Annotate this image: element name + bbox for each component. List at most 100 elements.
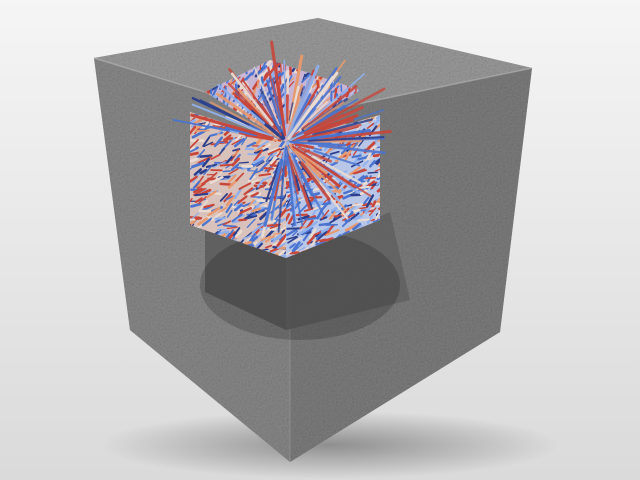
field-arrow — [230, 163, 240, 172]
field-arrow — [318, 222, 331, 227]
field-arrow — [303, 216, 319, 221]
field-arrow — [310, 237, 318, 247]
field-arrow — [223, 224, 237, 228]
field-arrow — [252, 155, 266, 165]
field-radial-arrow — [285, 94, 289, 124]
field-arrow — [246, 218, 256, 228]
field-arrow — [190, 125, 197, 136]
field-radial-arrow — [227, 82, 269, 125]
field-arrow — [194, 192, 209, 197]
field-radial-arrow — [288, 149, 304, 186]
field-arrow — [190, 165, 195, 173]
field-arrow — [351, 154, 362, 159]
field-arrow — [190, 202, 202, 208]
field-radial-arrow — [287, 75, 335, 140]
field-arrow — [210, 153, 221, 160]
field-arrow — [315, 232, 322, 240]
field-radial-arrow — [313, 150, 361, 167]
field-arrow — [287, 236, 298, 244]
field-arrow — [309, 81, 315, 93]
field-arrow — [374, 201, 380, 206]
field-arrow — [228, 168, 239, 175]
field-radial-arrow — [270, 78, 285, 132]
field-radial-arrow — [306, 98, 359, 131]
field-arrow — [227, 174, 237, 184]
field-arrow — [372, 217, 380, 223]
field-arrow — [192, 180, 201, 189]
field-arrow — [194, 197, 203, 203]
field-arrow — [190, 119, 196, 128]
field-arrow — [259, 211, 268, 221]
field-radial-arrow — [295, 100, 329, 133]
field-arrow — [286, 251, 292, 257]
field-arrow — [243, 187, 254, 196]
field-arrow — [349, 166, 361, 176]
field-arrow — [251, 179, 260, 184]
field-arrow — [344, 222, 360, 232]
field-arrow — [238, 218, 248, 222]
field-arrow — [238, 182, 252, 190]
field-radial-arrows — [172, 40, 392, 238]
field-radial-arrow — [265, 161, 281, 203]
field-arrow — [219, 193, 229, 202]
field-arrow — [316, 79, 320, 89]
field-arrow — [242, 234, 253, 240]
field-arrow — [341, 218, 352, 228]
field-arrow — [219, 182, 234, 187]
field-arrow — [273, 232, 282, 235]
field-radial-arrow — [288, 155, 299, 195]
field-arrow — [233, 203, 243, 212]
field-arrow — [251, 223, 264, 234]
field-arrow — [191, 212, 200, 220]
field-arrow — [225, 194, 236, 207]
field-arrow — [279, 205, 286, 218]
field-arrow — [239, 207, 252, 214]
field-arrow — [286, 201, 293, 212]
field-arrow — [234, 153, 241, 162]
field-radial-arrow — [301, 84, 358, 131]
field-arrow — [313, 205, 323, 211]
field-arrow — [278, 138, 286, 149]
field-arrow — [329, 150, 340, 155]
field-arrow — [233, 199, 240, 206]
field-radial-arrow — [283, 59, 287, 129]
field-arrow — [256, 178, 265, 188]
field-radial-arrow — [290, 141, 347, 147]
field-radial-arrow — [305, 163, 340, 201]
field-arrow — [363, 196, 370, 205]
field-radial-arrow — [190, 113, 274, 140]
field-arrow — [372, 153, 380, 158]
field-arrow — [235, 229, 243, 238]
field-arrow — [298, 227, 309, 236]
field-radial-arrow — [311, 155, 362, 184]
field-arrow — [376, 156, 380, 166]
field-arrow — [276, 234, 286, 247]
field-arrow — [377, 168, 380, 179]
field-arrow — [257, 207, 267, 214]
field-radial-arrow — [305, 161, 322, 179]
field-arrow — [207, 206, 221, 217]
field-arrow — [293, 237, 303, 243]
field-arrow — [231, 213, 243, 223]
field-arrow — [262, 175, 273, 181]
field-arrow — [367, 214, 374, 225]
field-radial-arrow — [275, 80, 287, 137]
field-radial-arrow — [216, 92, 274, 135]
field-radial-arrow — [317, 144, 386, 155]
field-arrow — [246, 142, 257, 148]
field-arrow — [328, 211, 336, 220]
field-arrow — [286, 201, 289, 210]
field-arrow — [299, 219, 307, 230]
field-arrow — [251, 207, 261, 213]
field-arrow — [198, 200, 209, 211]
field-arrow — [374, 167, 380, 172]
field-arrow — [270, 153, 284, 157]
field-arrow — [235, 172, 245, 182]
field-radial-arrow — [303, 106, 364, 135]
field-arrow — [222, 220, 232, 226]
field-arrow — [259, 160, 271, 172]
field-arrow — [374, 209, 380, 221]
field-arrow — [209, 176, 224, 185]
field-arrow — [267, 148, 281, 156]
field-arrow — [226, 209, 233, 218]
